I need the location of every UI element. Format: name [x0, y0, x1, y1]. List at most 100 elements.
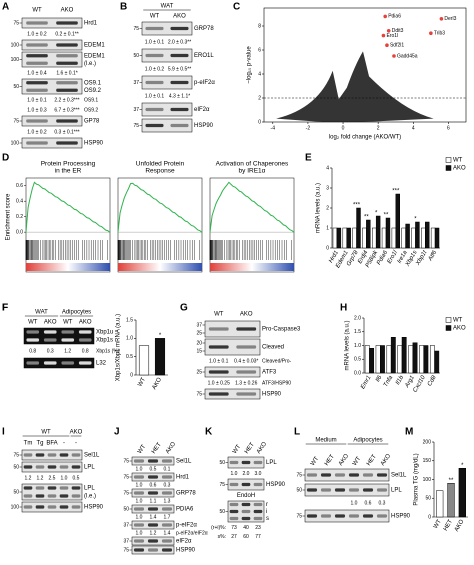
- significance-mark: **: [384, 213, 389, 219]
- bar: [366, 219, 371, 249]
- blot-label: GP78: [84, 119, 100, 125]
- band: [376, 488, 388, 492]
- quant-label: Cleaved/Pro-: [262, 358, 292, 364]
- highlighted-point: [381, 33, 386, 38]
- blot-label: LPL: [266, 460, 277, 466]
- mw-marker: 75: [296, 472, 302, 478]
- quant-value: 1.3 ± 0.26: [235, 380, 257, 386]
- quant-value: 27: [231, 534, 237, 540]
- band: [334, 473, 346, 477]
- bar: [386, 345, 392, 374]
- quant-value: 1.0 ± 0.1: [27, 97, 47, 103]
- mw-marker: 37: [123, 538, 129, 544]
- band: [133, 507, 145, 511]
- band: [43, 330, 57, 334]
- mw-marker: 37: [123, 522, 129, 528]
- bar: [434, 350, 440, 374]
- bar: [447, 483, 455, 518]
- point-label: Derl3: [444, 16, 456, 22]
- band: [26, 119, 48, 123]
- blot-label: LPL: [84, 465, 95, 471]
- band: [43, 338, 57, 342]
- band: [56, 81, 78, 85]
- mw-marker: 50: [133, 53, 139, 59]
- x-tick-label: Atf6: [427, 249, 438, 263]
- mw-marker: 100: [11, 140, 20, 146]
- legend-label: WT: [453, 318, 463, 324]
- band: [161, 539, 173, 543]
- mw-marker: 75: [123, 474, 129, 480]
- blot-label: Xbp1s: [96, 338, 113, 344]
- lane-label: Tg: [36, 441, 43, 447]
- quant-label: OS9.1: [84, 97, 98, 103]
- quant-value: 5.9 ± 0.5**: [168, 66, 191, 72]
- lane-label: AKO: [44, 320, 57, 326]
- band: [26, 338, 40, 342]
- band: [59, 505, 69, 509]
- mw-marker: 75: [123, 547, 129, 553]
- band: [208, 392, 229, 396]
- band: [35, 465, 45, 469]
- bar: [364, 345, 370, 374]
- blot-label: L32: [96, 361, 107, 367]
- highlighted-point: [383, 14, 388, 19]
- lane-label: AKO: [240, 312, 253, 318]
- band: [306, 488, 318, 492]
- blot-label: Hrd1: [84, 21, 98, 27]
- bar: [362, 227, 367, 249]
- blot-label: EDEM1: [84, 43, 105, 49]
- band: [147, 459, 159, 463]
- blot-label: Sel1L: [391, 473, 407, 479]
- blot-label: i: [266, 509, 267, 515]
- mw-marker: 50: [296, 487, 302, 493]
- bar: [421, 227, 426, 249]
- quant-value: 1.2: [37, 475, 44, 481]
- bar: [372, 227, 377, 249]
- point-label: Pdia6: [388, 14, 401, 20]
- group-label: Medium: [315, 438, 336, 444]
- y-tick-label: 4: [326, 165, 329, 171]
- quant-value: 1.0 ± 0.1: [145, 93, 165, 99]
- y-tick-label: 1.5: [354, 329, 361, 335]
- bar: [425, 221, 430, 249]
- quant-value: 1.0: [136, 530, 143, 536]
- band: [23, 465, 33, 469]
- quant-value: 1.0: [136, 498, 143, 504]
- quant-value: 0.3: [379, 500, 386, 506]
- group-label: WT: [41, 430, 51, 436]
- panel-letter: D: [2, 153, 9, 164]
- y-tick-label: 0.0: [16, 229, 23, 235]
- band: [208, 370, 229, 374]
- quant-value: 0.6: [150, 482, 157, 488]
- bar: [342, 227, 347, 249]
- quant-label: Xbp1s (%): [96, 348, 120, 354]
- blot-label: p-eIF2α: [194, 80, 215, 86]
- x-tick-label: Cd8: [427, 374, 438, 387]
- section-label: EndoH: [237, 493, 255, 499]
- x-tick-label: -4: [271, 125, 276, 131]
- mw-marker: 50: [219, 509, 225, 515]
- band: [362, 473, 374, 477]
- band: [161, 507, 173, 511]
- lane-label: -: [63, 441, 65, 447]
- y-tick-label: 2.0: [354, 315, 361, 321]
- band: [208, 327, 229, 331]
- quant-value: 1.0 ± 0.25: [208, 380, 230, 386]
- quant-value: 1.4: [150, 514, 157, 520]
- blot-label: Pro-Caspase3: [262, 327, 301, 333]
- blot-label: Sel1L: [176, 459, 192, 465]
- quant-value: 0.2 ± 0.1**: [55, 31, 78, 37]
- bar: [415, 221, 420, 249]
- significance-mark: *: [414, 217, 417, 223]
- band: [26, 21, 48, 25]
- y-tick-label: 150: [423, 458, 432, 464]
- band: [170, 53, 189, 58]
- mw-marker: 75: [196, 391, 202, 397]
- legend-swatch: [445, 165, 452, 171]
- band: [229, 460, 239, 465]
- band: [26, 88, 48, 92]
- blot-label: HSP90: [84, 505, 104, 511]
- band: [161, 459, 173, 463]
